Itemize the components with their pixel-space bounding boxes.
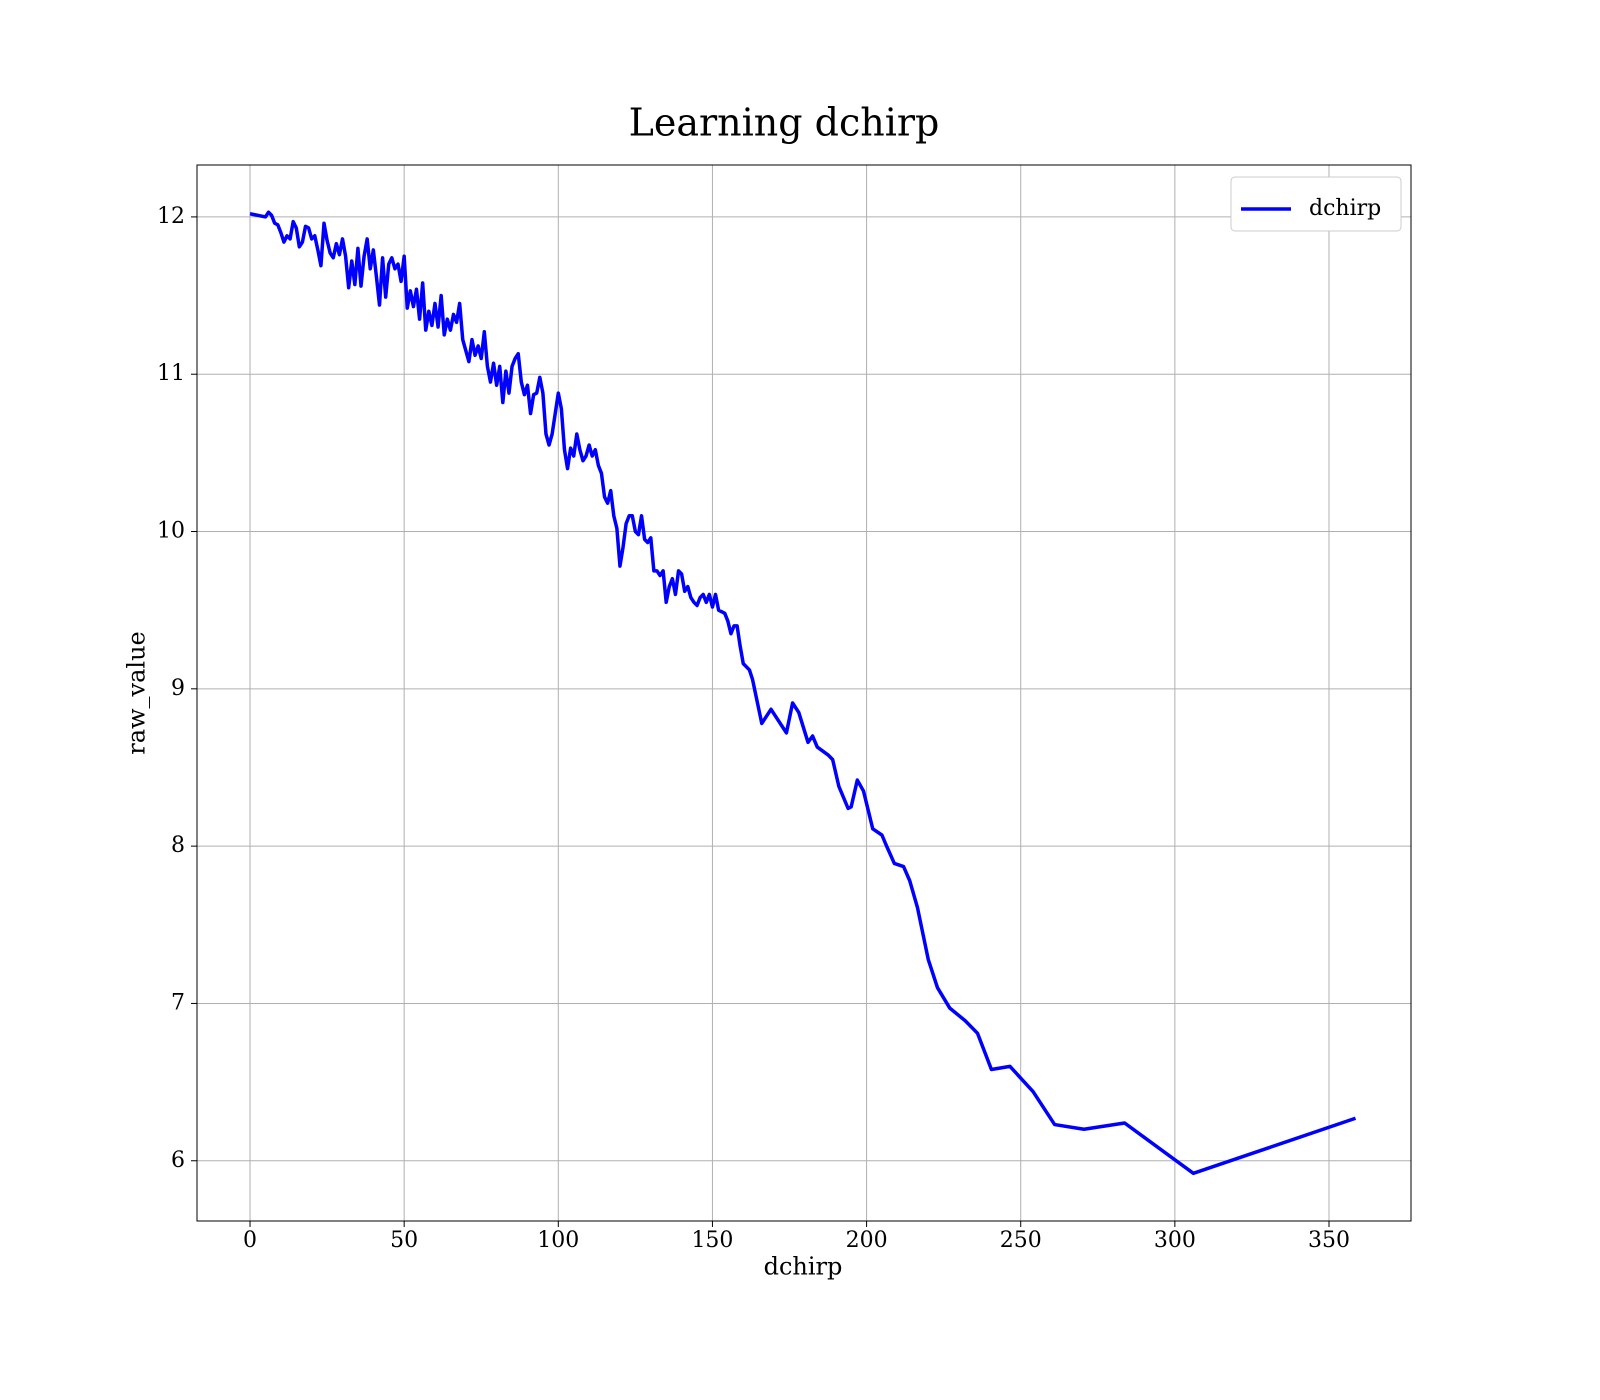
- data-line: [249, 210, 1357, 1176]
- chart-title: Learning dchirp: [629, 101, 940, 145]
- legend-label: dchirp: [1309, 196, 1381, 221]
- x-tick-label: 350: [1308, 1228, 1350, 1253]
- x-tick-label: 100: [537, 1228, 579, 1253]
- y-tick-label: 11: [157, 361, 185, 386]
- y-tick-label: 12: [157, 204, 185, 229]
- y-tick-label: 6: [171, 1148, 185, 1173]
- x-tick-label: 50: [390, 1228, 418, 1253]
- x-axis-label: dchirp: [764, 1253, 843, 1281]
- x-tick-label: 250: [1000, 1228, 1042, 1253]
- plot-frame: [196, 164, 1412, 1222]
- y-tick-label: 7: [171, 990, 185, 1015]
- y-tick-label: 9: [171, 676, 185, 701]
- x-tick-label: 150: [691, 1228, 733, 1253]
- legend-box: [1230, 176, 1402, 232]
- x-tick-label: 300: [1154, 1228, 1196, 1253]
- y-axis-label: raw_value: [123, 631, 151, 755]
- y-tick-label: 8: [171, 833, 185, 858]
- y-tick-label: 10: [157, 519, 185, 544]
- x-tick-label: 0: [243, 1228, 257, 1253]
- x-tick-label: 200: [846, 1228, 888, 1253]
